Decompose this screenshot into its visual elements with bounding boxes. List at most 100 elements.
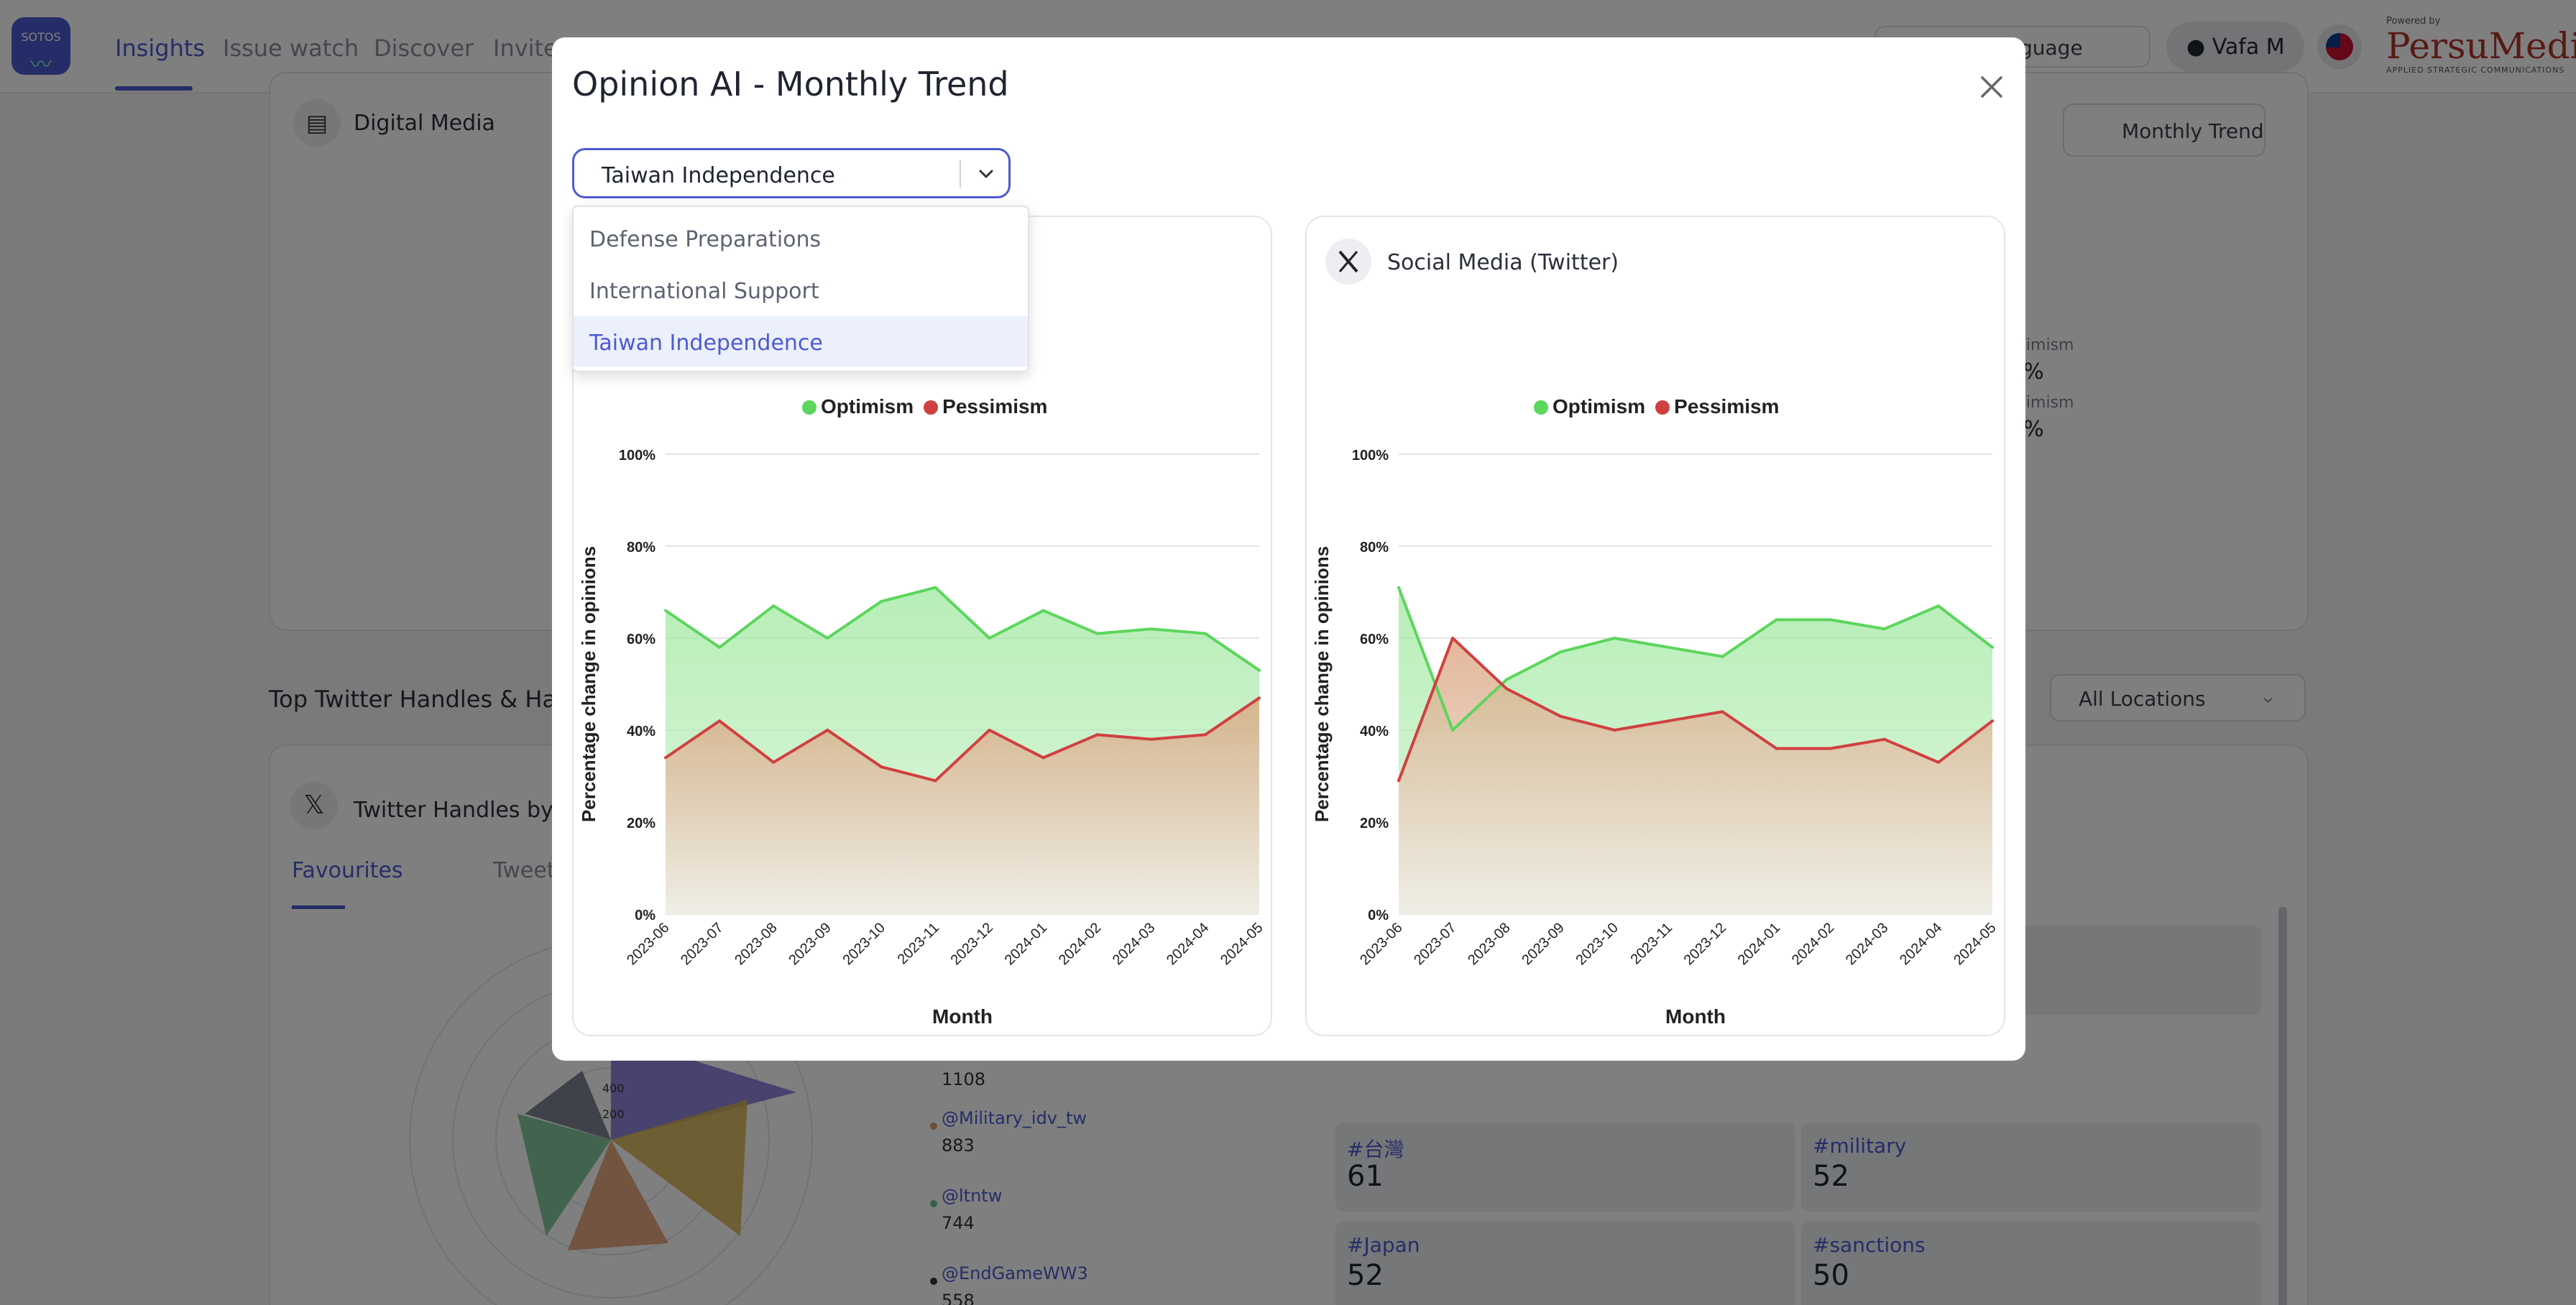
pessimism-point — [1451, 637, 1455, 640]
optimism-point — [772, 604, 776, 608]
optimism-point — [1258, 668, 1261, 672]
x-tick-label: 2024-02 — [1056, 920, 1104, 968]
x-tick-label: 2023-09 — [786, 920, 834, 968]
option-defense-preparations[interactable]: Defense Preparations — [589, 227, 822, 252]
pessimism-point — [1258, 696, 1261, 700]
y-tick-label: 0% — [635, 908, 656, 923]
legend-label: Pessimism — [942, 395, 1048, 418]
y-tick-label: 40% — [1360, 724, 1389, 739]
x-tick-label: 2023-08 — [1465, 920, 1513, 968]
legend-swatch — [1534, 400, 1548, 415]
y-tick-label: 40% — [627, 724, 656, 739]
x-axis-title: Month — [1665, 1005, 1726, 1028]
legend-item-pessimism[interactable]: Pessimism — [1655, 395, 1779, 418]
x-logo-icon — [1325, 239, 1371, 285]
y-tick-label: 0% — [1368, 908, 1389, 923]
pessimism-point — [1505, 687, 1509, 691]
optimism-point — [1828, 618, 1832, 622]
y-tick-label: 80% — [1360, 540, 1389, 555]
y-tick-label: 100% — [1352, 448, 1389, 464]
y-tick-label: 20% — [1360, 816, 1389, 831]
x-tick-label: 2024-05 — [1951, 920, 1999, 968]
legend-swatch — [1655, 400, 1670, 415]
pessimism-point — [1991, 719, 1994, 723]
select-separator — [960, 160, 961, 188]
pessimism-point — [1828, 747, 1832, 750]
optimism-point — [1203, 632, 1207, 635]
pessimism-point — [718, 719, 722, 723]
optimism-line — [664, 586, 1261, 672]
x-tick-label: 2023-12 — [1681, 920, 1729, 968]
x-tick-label: 2023-10 — [840, 920, 888, 968]
legend-item-pessimism[interactable]: Pessimism — [924, 395, 1047, 418]
chart-legend: Optimism Pessimism — [802, 395, 1057, 418]
pessimism-area — [666, 698, 1259, 914]
pessimism-area — [1399, 638, 1992, 914]
x-tick-label: 2023-06 — [624, 920, 672, 968]
legend-swatch — [924, 400, 939, 415]
optimism-point — [826, 637, 829, 640]
pessimism-point — [880, 765, 883, 769]
pessimism-point — [1613, 729, 1616, 732]
pessimism-point — [1721, 710, 1724, 714]
optimism-point — [718, 645, 722, 649]
x-tick-label: 2023-07 — [678, 920, 726, 968]
x-tick-label: 2024-01 — [1002, 920, 1050, 968]
pessimism-point — [1041, 756, 1045, 760]
pessimism-point — [772, 760, 776, 764]
optimism-line — [1397, 586, 1994, 732]
legend-label: Pessimism — [1674, 395, 1780, 418]
topic-dropdown-menu: Defense Preparations International Suppo… — [572, 206, 1029, 372]
optimism-point — [1149, 627, 1153, 631]
panel-title: Social Media (Twitter) — [1387, 250, 1619, 275]
x-tick-label: 2023-11 — [1628, 920, 1675, 967]
pessimism-line — [664, 696, 1261, 783]
close-icon[interactable] — [1974, 69, 2010, 105]
x-tick-label: 2023-11 — [895, 920, 942, 967]
legend-item-optimism[interactable]: Optimism — [1534, 395, 1645, 418]
modal-title: Opinion AI - Monthly Trend — [572, 65, 1009, 103]
y-tick-label: 60% — [1360, 632, 1389, 647]
pessimism-point — [1095, 733, 1099, 737]
x-tick-label: 2024-05 — [1218, 920, 1266, 968]
optimism-point — [1667, 645, 1670, 649]
x-tick-label: 2023-08 — [732, 920, 780, 968]
x-tick-label: 2023-06 — [1357, 920, 1405, 968]
x-axis-title: Month — [932, 1005, 993, 1028]
pessimism-point — [1149, 737, 1153, 741]
x-tick-label: 2023-07 — [1411, 920, 1459, 968]
x-tick-label: 2023-09 — [1519, 920, 1567, 968]
chevron-down-icon[interactable] — [975, 163, 997, 185]
topic-select-value: Taiwan Independence — [602, 163, 835, 188]
option-international-support[interactable]: International Support — [589, 279, 819, 304]
x-tick-label: 2024-04 — [1164, 920, 1212, 968]
twitter-chart-panel: Social Media (Twitter) Optimism Pessimism… — [1305, 216, 2005, 1036]
pessimism-point — [1882, 737, 1886, 741]
pessimism-point — [988, 729, 991, 732]
option-taiwan-independence[interactable]: Taiwan Independence — [574, 316, 1028, 366]
y-tick-label: 20% — [627, 816, 656, 831]
optimism-point — [934, 586, 937, 589]
optimism-point — [664, 609, 667, 612]
optimism-point — [1936, 604, 1940, 608]
optimism-point — [1041, 609, 1045, 612]
optimism-point — [1991, 645, 1994, 649]
pessimism-line — [1397, 637, 1994, 782]
optimism-point — [1613, 637, 1616, 640]
pessimism-point — [1559, 714, 1563, 718]
y-axis-title: Percentage change in opinions — [1311, 546, 1333, 822]
legend-item-optimism[interactable]: Optimism — [802, 395, 914, 418]
pessimism-point — [1203, 733, 1207, 737]
x-tick-label: 2024-03 — [1110, 920, 1158, 968]
y-tick-label: 100% — [619, 448, 656, 464]
monthly-trend-modal: Opinion AI - Monthly Trend Taiwan Indepe… — [552, 37, 2025, 1061]
topic-select[interactable]: Taiwan Independence — [572, 148, 1011, 198]
optimism-point — [1882, 627, 1886, 631]
optimism-point — [1559, 650, 1563, 654]
trend-chart-digital: 0%20%40%60%80%100%2023-06 2023-07 2023-08 2… — [578, 448, 1266, 1028]
pessimism-point — [934, 779, 937, 783]
trend-chart-twitter: 0%20%40%60%80%100%2023-06 2023-07 2023-08 2… — [1311, 448, 2000, 1028]
optimism-point — [1095, 632, 1099, 635]
y-tick-label: 80% — [627, 540, 656, 555]
x-tick-label: 2024-02 — [1789, 920, 1837, 968]
